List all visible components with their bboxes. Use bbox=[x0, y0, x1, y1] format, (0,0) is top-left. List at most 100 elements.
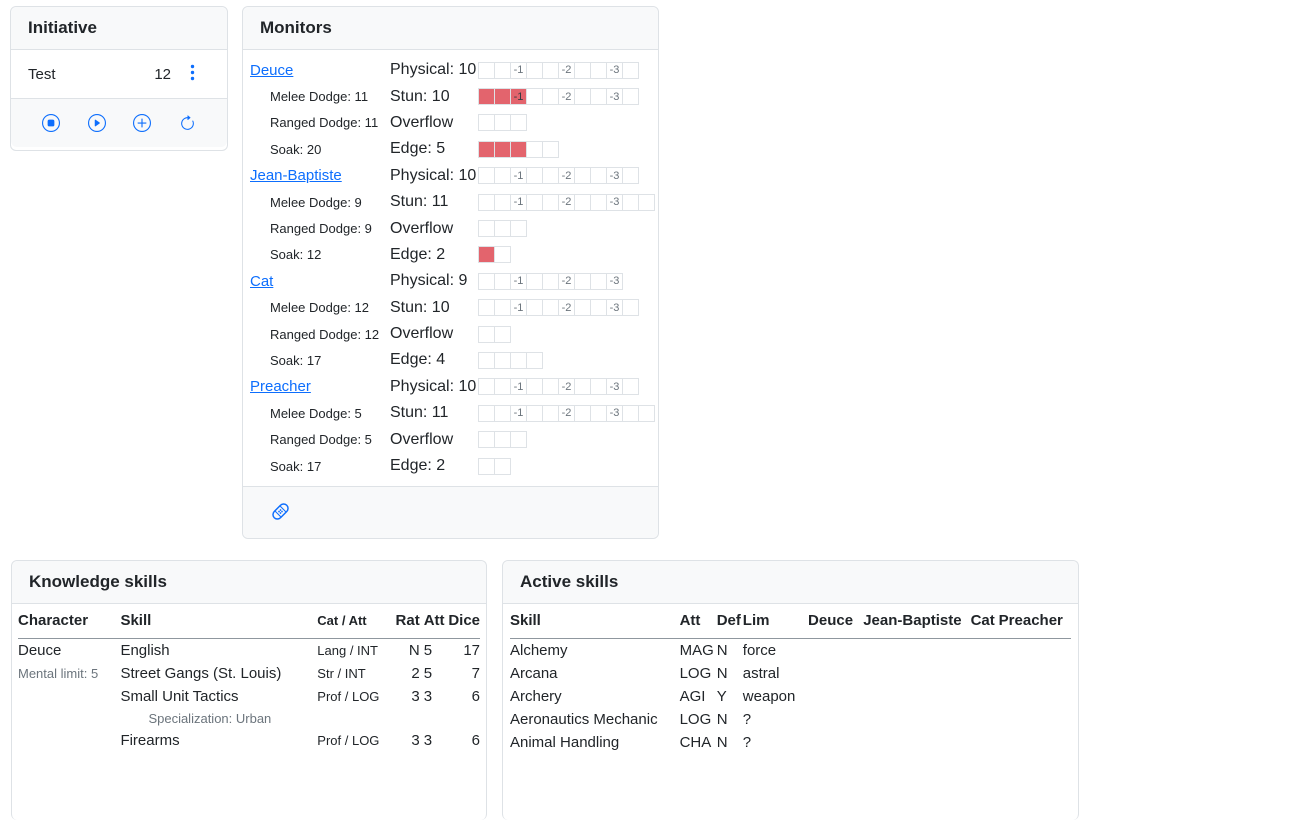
monitor-box[interactable] bbox=[526, 167, 543, 185]
character-link[interactable]: Preacher bbox=[250, 378, 311, 396]
monitor-box[interactable] bbox=[494, 457, 511, 475]
monitor-box[interactable] bbox=[590, 61, 607, 79]
monitor-box[interactable] bbox=[574, 272, 591, 290]
monitor-box[interactable] bbox=[638, 404, 655, 422]
monitor-box[interactable]: -2 bbox=[558, 167, 575, 185]
monitor-box[interactable] bbox=[542, 193, 559, 211]
monitor-box[interactable] bbox=[494, 88, 511, 106]
monitor-box[interactable]: -3 bbox=[606, 193, 623, 211]
monitor-box[interactable] bbox=[478, 61, 495, 79]
heal-button[interactable] bbox=[270, 501, 291, 525]
monitor-box[interactable]: -1 bbox=[510, 272, 527, 290]
monitor-box[interactable]: -3 bbox=[606, 299, 623, 317]
stop-initiative-button[interactable] bbox=[42, 114, 60, 132]
monitor-box[interactable] bbox=[494, 61, 511, 79]
monitor-box[interactable] bbox=[494, 299, 511, 317]
monitor-box[interactable] bbox=[622, 61, 639, 79]
refresh-initiative-button[interactable] bbox=[179, 114, 196, 132]
initiative-entry-menu-button[interactable] bbox=[190, 64, 195, 84]
monitor-box[interactable] bbox=[574, 88, 591, 106]
monitor-box[interactable] bbox=[526, 404, 543, 422]
monitor-box[interactable]: -2 bbox=[558, 88, 575, 106]
monitor-box[interactable]: -1 bbox=[510, 193, 527, 211]
monitor-box[interactable]: -2 bbox=[558, 299, 575, 317]
monitor-box[interactable] bbox=[526, 351, 543, 369]
monitor-box[interactable] bbox=[478, 378, 495, 396]
monitor-box[interactable] bbox=[478, 299, 495, 317]
monitor-box[interactable] bbox=[478, 167, 495, 185]
monitor-box[interactable] bbox=[526, 140, 543, 158]
monitor-box[interactable]: -1 bbox=[510, 404, 527, 422]
monitor-box[interactable] bbox=[494, 220, 511, 238]
monitor-box[interactable] bbox=[478, 193, 495, 211]
monitor-box[interactable]: -2 bbox=[558, 378, 575, 396]
monitor-box[interactable] bbox=[542, 140, 559, 158]
monitor-box[interactable] bbox=[574, 404, 591, 422]
monitor-box[interactable]: -1 bbox=[510, 378, 527, 396]
monitor-box[interactable] bbox=[478, 114, 495, 132]
monitor-box[interactable] bbox=[494, 431, 511, 449]
monitor-box[interactable] bbox=[622, 88, 639, 106]
monitor-box[interactable]: -3 bbox=[606, 167, 623, 185]
monitor-box[interactable] bbox=[478, 272, 495, 290]
monitor-box[interactable] bbox=[622, 299, 639, 317]
monitor-box[interactable] bbox=[622, 167, 639, 185]
monitor-box[interactable] bbox=[542, 272, 559, 290]
monitor-box[interactable] bbox=[574, 299, 591, 317]
monitor-box[interactable] bbox=[542, 61, 559, 79]
monitor-box[interactable]: -3 bbox=[606, 404, 623, 422]
monitor-box[interactable]: -3 bbox=[606, 61, 623, 79]
monitor-box[interactable] bbox=[542, 88, 559, 106]
monitor-box[interactable] bbox=[542, 378, 559, 396]
character-link[interactable]: Cat bbox=[250, 272, 274, 290]
monitor-box[interactable]: -1 bbox=[510, 299, 527, 317]
monitor-box[interactable] bbox=[510, 114, 527, 132]
monitor-box[interactable]: -1 bbox=[510, 61, 527, 79]
monitor-box[interactable] bbox=[574, 61, 591, 79]
monitor-box[interactable] bbox=[590, 193, 607, 211]
monitor-box[interactable] bbox=[478, 88, 495, 106]
monitor-box[interactable] bbox=[494, 378, 511, 396]
monitor-box[interactable]: -2 bbox=[558, 404, 575, 422]
monitor-box[interactable] bbox=[494, 325, 511, 343]
monitor-box[interactable] bbox=[574, 378, 591, 396]
monitor-box[interactable] bbox=[526, 88, 543, 106]
monitor-box[interactable] bbox=[510, 140, 527, 158]
monitor-box[interactable] bbox=[478, 140, 495, 158]
monitor-box[interactable]: -1 bbox=[510, 167, 527, 185]
monitor-box[interactable] bbox=[510, 351, 527, 369]
monitor-box[interactable] bbox=[590, 272, 607, 290]
monitor-box[interactable] bbox=[478, 246, 495, 264]
monitor-box[interactable] bbox=[494, 193, 511, 211]
add-initiative-button[interactable] bbox=[133, 114, 152, 132]
monitor-box[interactable] bbox=[478, 431, 495, 449]
monitor-box[interactable] bbox=[590, 404, 607, 422]
monitor-box[interactable]: -2 bbox=[558, 272, 575, 290]
monitor-box[interactable]: -1 bbox=[510, 88, 527, 106]
monitor-box[interactable]: -3 bbox=[606, 378, 623, 396]
monitor-box[interactable] bbox=[478, 404, 495, 422]
monitor-box[interactable] bbox=[574, 193, 591, 211]
monitor-box[interactable] bbox=[526, 61, 543, 79]
monitor-box[interactable] bbox=[494, 167, 511, 185]
monitor-box[interactable] bbox=[638, 193, 655, 211]
monitor-box[interactable] bbox=[494, 272, 511, 290]
monitor-box[interactable]: -2 bbox=[558, 61, 575, 79]
monitor-box[interactable] bbox=[526, 272, 543, 290]
monitor-box[interactable] bbox=[494, 404, 511, 422]
monitor-box[interactable]: -3 bbox=[606, 272, 623, 290]
monitor-box[interactable] bbox=[590, 299, 607, 317]
monitor-box[interactable] bbox=[590, 378, 607, 396]
character-link[interactable]: Jean-Baptiste bbox=[250, 167, 342, 185]
monitor-box[interactable] bbox=[542, 167, 559, 185]
play-initiative-button[interactable] bbox=[87, 114, 106, 132]
monitor-box[interactable] bbox=[510, 220, 527, 238]
monitor-box[interactable] bbox=[478, 220, 495, 238]
monitor-box[interactable] bbox=[622, 378, 639, 396]
monitor-box[interactable] bbox=[526, 193, 543, 211]
monitor-box[interactable] bbox=[622, 193, 639, 211]
monitor-box[interactable] bbox=[494, 246, 511, 264]
monitor-box[interactable]: -3 bbox=[606, 88, 623, 106]
monitor-box[interactable] bbox=[526, 299, 543, 317]
monitor-box[interactable] bbox=[478, 325, 495, 343]
